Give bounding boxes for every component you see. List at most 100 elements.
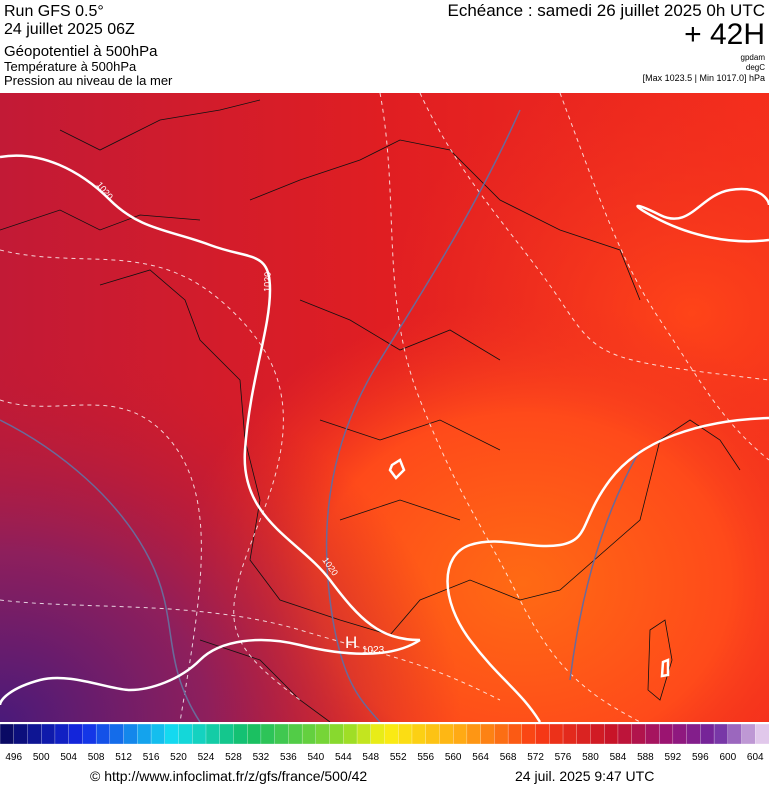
colorbar-label: 592 [665, 752, 682, 763]
colorbar-swatch [700, 724, 714, 744]
colorbar-swatch [288, 724, 302, 744]
colorbar-label: 556 [417, 752, 434, 763]
high-pressure-label: H [345, 633, 357, 652]
colorbar-label: 500 [33, 752, 50, 763]
colorbar-label: 568 [500, 752, 517, 763]
colorbar-swatch [645, 724, 659, 744]
colorbar-swatch [137, 724, 151, 744]
colorbar-swatch [439, 724, 453, 744]
colorbar-swatch [426, 724, 440, 744]
field: Géopotentiel à 500hPa [4, 43, 158, 60]
colorbar-swatch [316, 724, 330, 744]
colorbar-swatch [590, 724, 604, 744]
colorbar-swatch [192, 724, 206, 744]
colorbar-swatch [632, 724, 646, 744]
colorbar-label: 576 [555, 752, 572, 763]
colorbar-swatch [673, 724, 687, 744]
colorbar-label: 552 [390, 752, 407, 763]
colorbar-label: 584 [610, 752, 627, 763]
colorbar-label: 504 [60, 752, 77, 763]
colorbar-label: 544 [335, 752, 352, 763]
colorbar-label: 524 [198, 752, 215, 763]
timestamp: 24 juil. 2025 9:47 UTC [515, 768, 654, 784]
colorbar-label: 560 [445, 752, 462, 763]
colorbar-label: 564 [472, 752, 489, 763]
colorbar-swatch [96, 724, 110, 744]
colorbar-label: 604 [747, 752, 764, 763]
colorbar-swatch [659, 724, 673, 744]
field: Pression au niveau de la mer [4, 73, 173, 88]
colorbar-swatch [604, 724, 618, 744]
colorbar-swatch [714, 724, 728, 744]
colorbar-swatch [233, 724, 247, 744]
colorbar-swatch [357, 724, 371, 744]
source: © http://www.infoclimat.fr/z/gfs/france/… [90, 768, 367, 784]
colorbar-label: 516 [143, 752, 160, 763]
colorbar-swatch [687, 724, 701, 744]
run-date: 24 juillet 2025 06Z [4, 21, 135, 38]
contour-label: 1020 [262, 272, 273, 292]
colorbar-swatch [302, 724, 316, 744]
colorbar-swatch [0, 724, 14, 744]
colorbar-swatch [69, 724, 83, 744]
colorbar-swatch [508, 724, 522, 744]
colorbar-swatch [82, 724, 96, 744]
colorbar-swatch [618, 724, 632, 744]
colorbar-swatch [467, 724, 481, 744]
colorbar-swatch [343, 724, 357, 744]
colorbar-swatch [110, 724, 124, 744]
colorbar-label: 580 [582, 752, 599, 763]
colorbar-swatch [398, 724, 412, 744]
colorbar-swatch [220, 724, 234, 744]
map: 1020 1020 1020 H 1023 [0, 93, 769, 722]
colorbar-swatch [536, 724, 550, 744]
colorbar-swatch [14, 724, 28, 744]
colorbar-label: 508 [88, 752, 105, 763]
colorbar-swatch [330, 724, 344, 744]
colorbar-swatch [261, 724, 275, 744]
colorbar-swatch [494, 724, 508, 744]
colorbar-label: 496 [5, 752, 22, 763]
colorbar-swatch [275, 724, 289, 744]
colorbar-label: 520 [170, 752, 187, 763]
colorbar-swatch [55, 724, 69, 744]
colorbar-swatch [247, 724, 261, 744]
colorbar-label: 588 [637, 752, 654, 763]
colorbar-swatch [124, 724, 138, 744]
colorbar-swatch [549, 724, 563, 744]
colorbar-swatch [165, 724, 179, 744]
colorbar-swatch [27, 724, 41, 744]
colorbar-swatch [577, 724, 591, 744]
unit: gpdam [741, 53, 766, 62]
colorbar-swatch [755, 724, 769, 744]
field: Température à 500hPa [4, 59, 137, 74]
colorbar-label: 528 [225, 752, 242, 763]
colorbar-swatch [481, 724, 495, 744]
colorbar-swatch [728, 724, 742, 744]
unit: degC [746, 63, 765, 72]
colorbar-label: 532 [253, 752, 270, 763]
colorbar-swatch [522, 724, 536, 744]
colorbar-label: 596 [692, 752, 709, 763]
colorbar-swatch [453, 724, 467, 744]
colorbar-swatch [151, 724, 165, 744]
colorbar-swatch [179, 724, 193, 744]
colorbar-swatch [41, 724, 55, 744]
colorbar-swatch [742, 724, 756, 744]
colorbar-label: 572 [527, 752, 544, 763]
colorbar-swatch [385, 724, 399, 744]
lead-time: + 42H [684, 18, 765, 51]
run-title: Run GFS 0.5° [4, 3, 104, 20]
colorbar-label: 512 [115, 752, 132, 763]
high-pressure-value: 1023 [362, 645, 385, 656]
colorbar-swatch [412, 724, 426, 744]
colorbar-swatch [371, 724, 385, 744]
colorbar-swatch [206, 724, 220, 744]
colorbar-label: 536 [280, 752, 297, 763]
colorbar-swatch [563, 724, 577, 744]
colorbar-label: 600 [719, 752, 736, 763]
colorbar-label: 548 [362, 752, 379, 763]
